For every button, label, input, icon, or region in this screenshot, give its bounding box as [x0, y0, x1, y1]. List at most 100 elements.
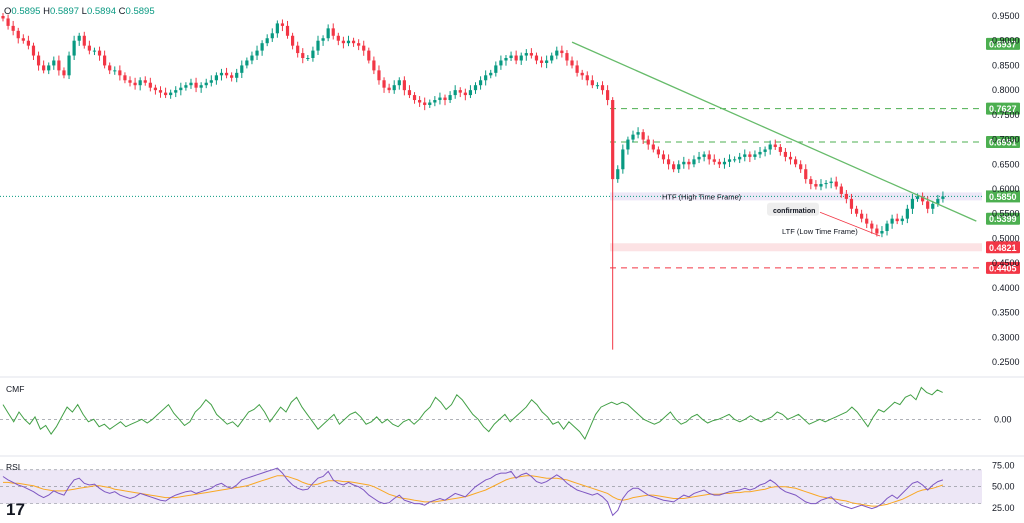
support-zone	[610, 243, 982, 252]
price-levels: 0.8937 0.7627 0.6951 0.5399 0.4821 0.4405 0.58…	[0, 37, 1020, 274]
candle-body	[418, 100, 422, 103]
cmf-line	[2, 386, 943, 441]
candle-body	[727, 159, 732, 162]
candle-body	[341, 40, 346, 44]
candle-body	[753, 154, 757, 157]
candle-body	[11, 25, 15, 31]
candle-body	[468, 90, 473, 96]
candle-body	[819, 184, 823, 187]
candle-body	[301, 53, 305, 59]
candle-body	[743, 154, 747, 157]
candle-body	[585, 75, 589, 81]
candle-body	[1, 16, 5, 19]
level-tag	[986, 241, 1020, 254]
candle-body	[865, 218, 869, 224]
candle-body	[189, 82, 193, 86]
cmf-tick-label: 0.00	[994, 414, 1012, 424]
price-tick-label: 0.7500	[992, 110, 1020, 120]
price-tick-label: 0.3000	[992, 332, 1020, 342]
candle-body	[910, 198, 915, 209]
level-tag	[986, 135, 1020, 148]
candle-body	[235, 72, 239, 78]
candle-body	[285, 25, 290, 36]
confirmation-badge	[767, 202, 819, 216]
candle-body	[87, 45, 91, 51]
candle-body	[245, 60, 249, 66]
candle-body	[504, 58, 508, 61]
candle-body	[489, 72, 493, 76]
tradingview-logo: 17	[6, 500, 25, 519]
candle-body	[692, 159, 696, 165]
candle-body	[631, 134, 635, 140]
candle-body	[169, 92, 173, 96]
candle-body	[580, 72, 584, 76]
candle-body	[636, 132, 640, 135]
candle-body	[611, 100, 615, 180]
candle-body	[722, 161, 727, 165]
candle-body	[118, 70, 122, 76]
candle-body	[270, 33, 274, 39]
candle-body	[153, 87, 158, 91]
candle-body	[565, 53, 569, 61]
candle-body	[697, 156, 701, 160]
candle-body	[443, 97, 447, 101]
candle-body	[555, 50, 559, 56]
candle-body	[545, 60, 549, 63]
candle-body	[804, 169, 808, 180]
candle-body	[260, 43, 264, 51]
candle-body	[499, 60, 503, 66]
candle-body	[529, 53, 533, 56]
candle-body	[346, 40, 351, 44]
candle-body	[67, 55, 71, 76]
candle-body	[143, 80, 147, 83]
candlestick-series	[1, 13, 945, 350]
level-tag-label: 0.7627	[989, 104, 1017, 114]
candle-body	[372, 60, 376, 71]
candle-body	[184, 85, 188, 88]
confirmation-arrow	[819, 211, 881, 237]
candle-body	[214, 75, 218, 81]
candle-body	[82, 35, 86, 46]
candle-body	[438, 97, 442, 101]
candle-body	[763, 149, 767, 152]
annotations: HTF (High Time Frame) LTF (Low Time Frame…	[662, 192, 881, 237]
rsi-pane: RSI 75.00 50.00 25.00	[0, 461, 1015, 517]
descending-trendline	[571, 41, 977, 222]
candle-body	[605, 90, 610, 101]
candle-body	[209, 80, 213, 83]
candle-body	[6, 18, 10, 26]
candle-body	[36, 55, 41, 66]
rsi-line	[2, 467, 944, 517]
candle-body	[311, 50, 315, 59]
candle-body	[290, 35, 295, 46]
candle-body	[194, 82, 198, 88]
price-tick-label: 0.6000	[992, 184, 1020, 194]
price-tick-label: 0.5000	[992, 233, 1020, 243]
candle-body	[362, 45, 366, 51]
candle-body	[941, 196, 945, 199]
candle-body	[103, 55, 107, 66]
candle-body	[539, 60, 544, 63]
ohlc-open: 0.5895	[11, 6, 41, 17]
candle-body	[163, 92, 168, 96]
candle-body	[666, 159, 671, 165]
price-tick-label: 0.8500	[992, 60, 1020, 70]
candle-body	[905, 208, 909, 219]
candle-body	[108, 65, 112, 71]
ohlc-low-label: L	[81, 6, 87, 17]
candle-body	[799, 164, 803, 170]
candle-body	[600, 85, 605, 91]
price-tick-label: 0.4000	[992, 283, 1020, 293]
price-tick-label: 0.9500	[992, 11, 1020, 21]
candle-body	[809, 179, 813, 185]
candle-body	[392, 85, 396, 91]
candle-body	[895, 218, 899, 222]
candle-body	[793, 159, 798, 165]
candle-body	[484, 75, 488, 81]
candle-body	[133, 82, 137, 86]
candle-body	[357, 43, 361, 46]
candle-body	[651, 144, 655, 150]
candle-body	[595, 85, 600, 87]
level-tag-label: 0.4821	[989, 243, 1017, 253]
